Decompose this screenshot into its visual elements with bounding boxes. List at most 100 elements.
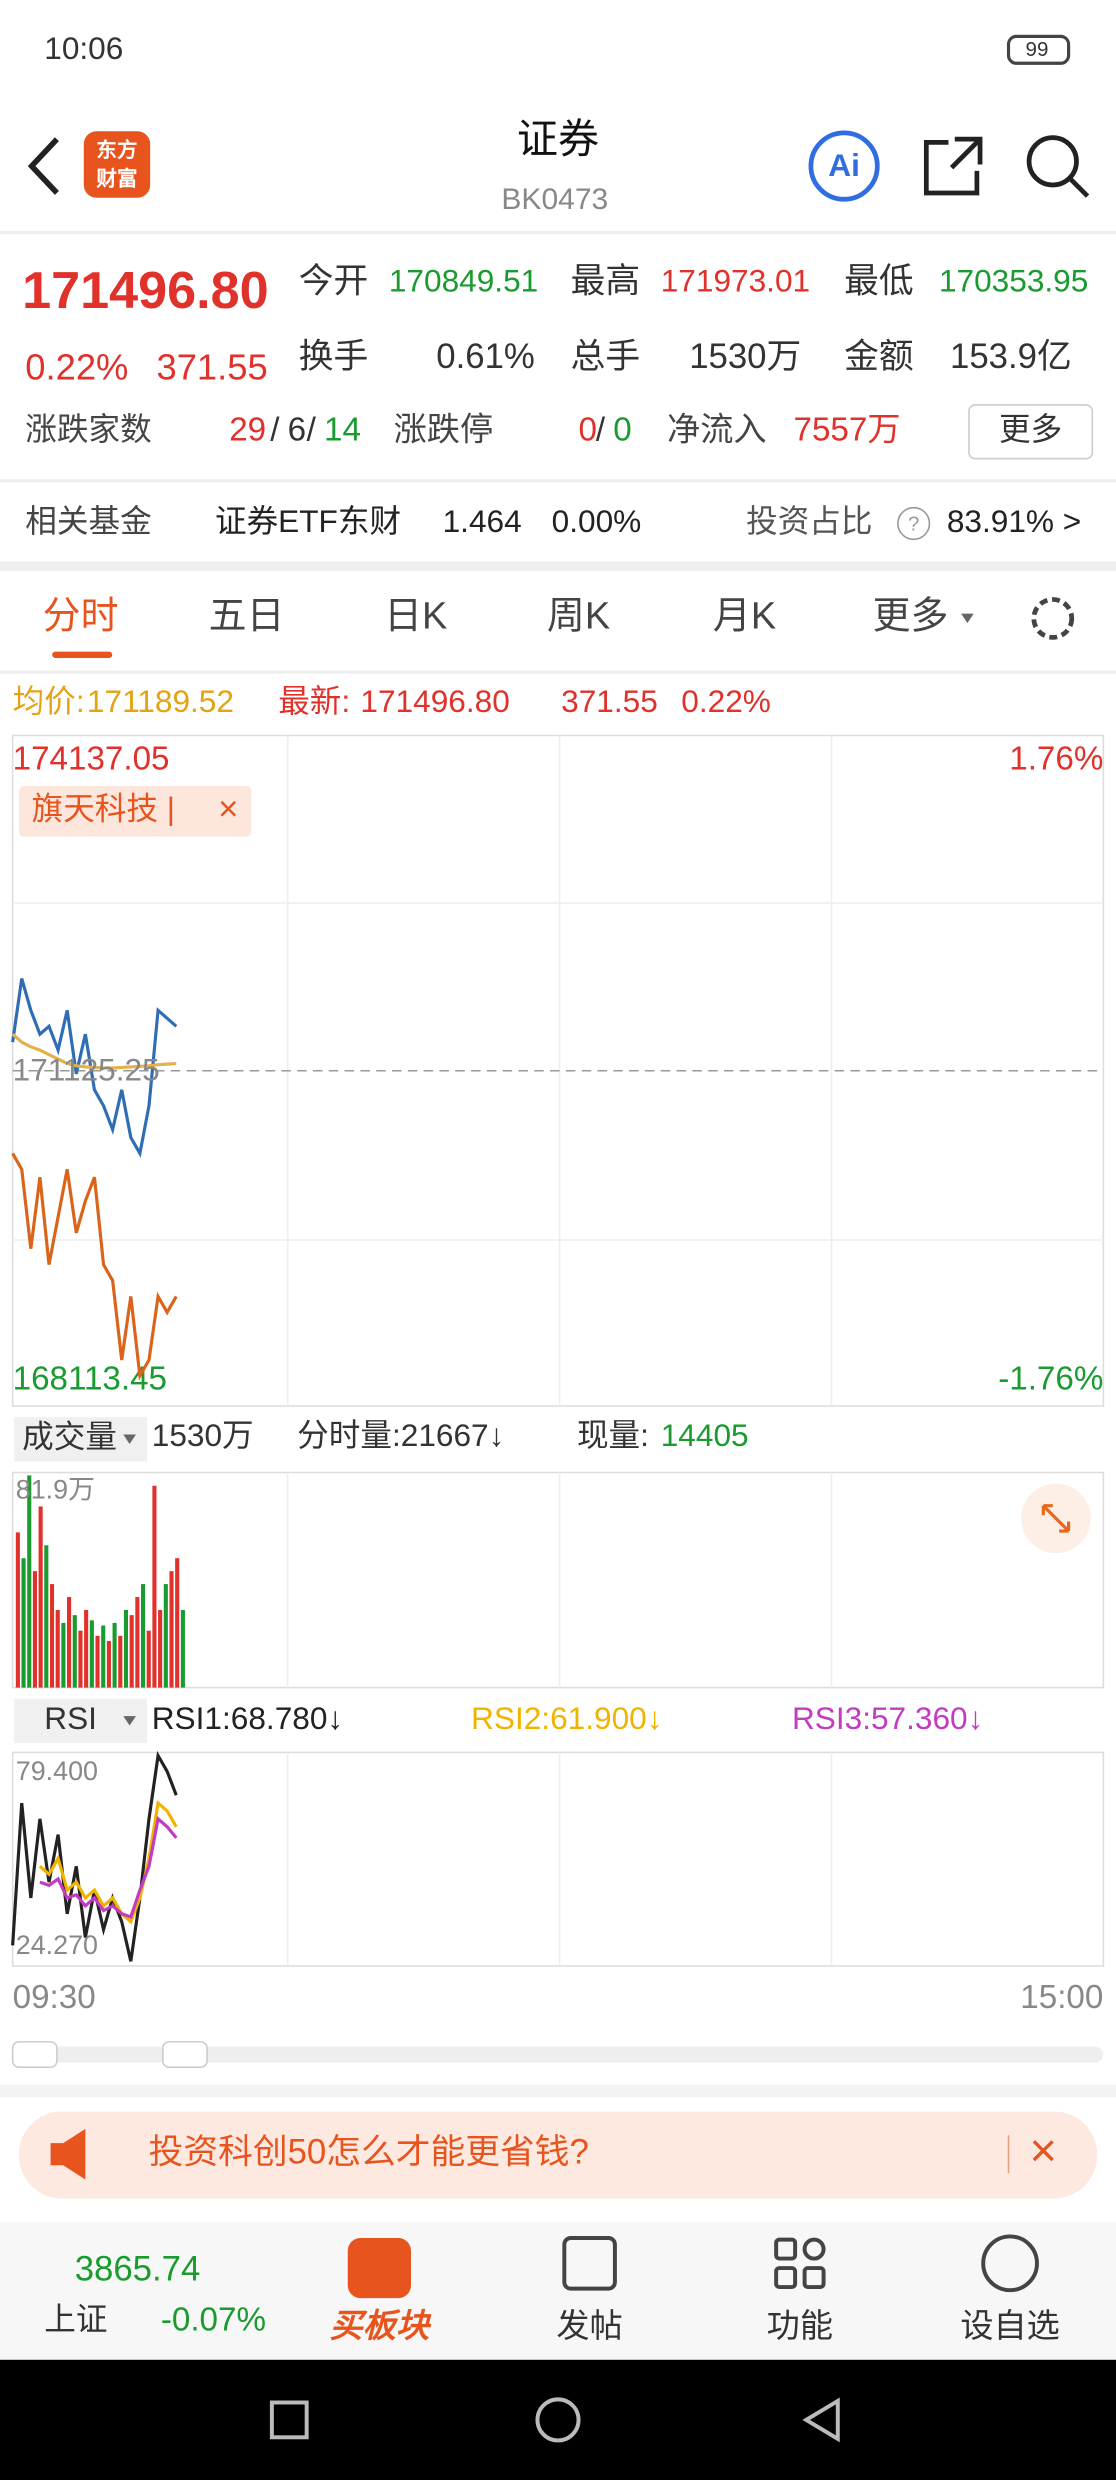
fund-change: 0.00% xyxy=(552,503,642,539)
tab[interactable]: 更多 xyxy=(873,595,949,637)
share-button[interactable] xyxy=(923,136,983,196)
tag-close[interactable]: × xyxy=(218,791,238,829)
scroll-handle[interactable] xyxy=(11,2041,58,2068)
time-end: 15:00 xyxy=(1020,1979,1103,2016)
expand-icon xyxy=(1041,1504,1071,1533)
quote-field: 153.9亿 xyxy=(950,337,1072,376)
nav-icon[interactable] xyxy=(347,2238,411,2299)
system-nav xyxy=(0,2359,1116,2480)
nav-label[interactable]: 设自选 xyxy=(960,2308,1060,2345)
ai-button[interactable] xyxy=(808,130,880,202)
settings-button[interactable] xyxy=(1031,597,1075,640)
separator: / xyxy=(307,412,317,449)
change: 371.55 xyxy=(156,347,267,388)
quote-field: 最低 xyxy=(844,262,914,300)
volume-bar xyxy=(95,1635,100,1688)
indicator-selector[interactable] xyxy=(14,1698,148,1743)
volume-bar xyxy=(106,1641,111,1688)
inflow: 7557万 xyxy=(794,412,901,449)
tab[interactable]: 周K xyxy=(547,595,610,637)
nav-icon[interactable] xyxy=(774,2237,826,2290)
search-handle xyxy=(1068,177,1090,198)
series-line xyxy=(38,1800,178,1925)
limit-up: 0 xyxy=(579,412,597,449)
fund-price: 1.464 xyxy=(443,503,522,539)
volume-bar xyxy=(112,1622,117,1688)
series-line xyxy=(11,1152,178,1381)
nav-label[interactable]: 功能 xyxy=(767,2308,833,2345)
battery-level: 99 xyxy=(1026,38,1049,61)
volume-bar xyxy=(163,1584,168,1688)
info-field: 171496.80 xyxy=(360,683,509,719)
volume-bar xyxy=(49,1584,55,1688)
nav-icon[interactable] xyxy=(562,2236,617,2291)
tab[interactable]: 月K xyxy=(713,595,776,637)
more-button-label[interactable]: 更多 xyxy=(999,411,1062,447)
volume-bar xyxy=(67,1597,72,1688)
tab[interactable]: 分时 xyxy=(43,595,119,637)
volume-bar xyxy=(101,1625,106,1688)
bottom-nav xyxy=(0,2222,1116,2360)
y-tick-label: 81.9万 xyxy=(16,1475,95,1505)
volume-bar xyxy=(32,1571,37,1688)
limit-label: 涨跌停 xyxy=(394,412,494,449)
volume-bar xyxy=(38,1506,43,1688)
current-label: 现量: xyxy=(577,1417,649,1453)
nav-icon[interactable] xyxy=(981,2234,1039,2293)
dropdown-caret xyxy=(123,1434,136,1445)
nav-label[interactable]: 买板块 xyxy=(330,2308,432,2345)
volume-selector[interactable] xyxy=(14,1417,148,1462)
volume-bar xyxy=(135,1597,140,1688)
scroll-handle[interactable] xyxy=(162,2041,208,2068)
info-field: 0.22% xyxy=(681,683,771,719)
quote-field: 170353.95 xyxy=(939,262,1088,298)
quote-field: 金额 xyxy=(844,337,914,376)
info-field: 均价: xyxy=(13,683,85,719)
banner-close[interactable]: × xyxy=(1029,2125,1057,2178)
logo-text: 东方 xyxy=(96,138,137,162)
back-button[interactable] xyxy=(27,137,59,195)
volume-bar xyxy=(169,1571,174,1688)
more-button[interactable] xyxy=(968,404,1094,460)
change-pct: 0.22% xyxy=(25,347,128,388)
current-volume: 14405 xyxy=(661,1417,749,1453)
index-name: 上证 xyxy=(44,2301,107,2337)
board-code: BK0473 xyxy=(501,183,608,216)
help-icon[interactable] xyxy=(897,506,931,541)
tab[interactable]: 日K xyxy=(384,595,447,637)
nav-label[interactable]: 发帖 xyxy=(556,2308,622,2345)
quote-field: 171973.01 xyxy=(661,262,810,298)
volume-bar xyxy=(118,1635,123,1688)
info-field: 171189.52 xyxy=(87,683,234,719)
tab[interactable]: 五日 xyxy=(209,595,285,637)
quote-field: 今开 xyxy=(299,261,369,300)
time-start: 09:30 xyxy=(13,1979,96,2016)
volume-bar xyxy=(123,1609,129,1688)
scrollbar[interactable] xyxy=(12,2046,1104,2063)
dropdown-caret xyxy=(123,1716,136,1726)
recent-button[interactable] xyxy=(269,2400,309,2440)
status-time: 10:06 xyxy=(44,30,123,66)
home-button[interactable] xyxy=(535,2397,581,2443)
volume-bar xyxy=(55,1609,60,1688)
quote-field: 换手 xyxy=(299,337,369,376)
pct-min: -1.76% xyxy=(998,1361,1103,1398)
compare-tag[interactable] xyxy=(18,786,252,837)
info-field: 最新: xyxy=(278,683,350,719)
divider xyxy=(0,2084,1116,2098)
quote-field: 170849.51 xyxy=(389,262,538,298)
legend-entry: RSI3:57.360↓ xyxy=(792,1700,983,1736)
fund-label: 相关基金 xyxy=(25,503,151,539)
volume-bar xyxy=(89,1620,94,1688)
quote-field: 0.61% xyxy=(436,338,535,376)
series-line xyxy=(11,1032,177,1070)
quote-field: 总手 xyxy=(571,337,641,376)
pct-max: 1.76% xyxy=(1009,741,1103,778)
volume-bar xyxy=(21,1558,26,1688)
search-button[interactable] xyxy=(1026,135,1079,188)
banner[interactable] xyxy=(18,2111,1098,2199)
back-system-button[interactable] xyxy=(802,2397,840,2443)
tag-label: 旗天科技 | xyxy=(32,791,175,827)
